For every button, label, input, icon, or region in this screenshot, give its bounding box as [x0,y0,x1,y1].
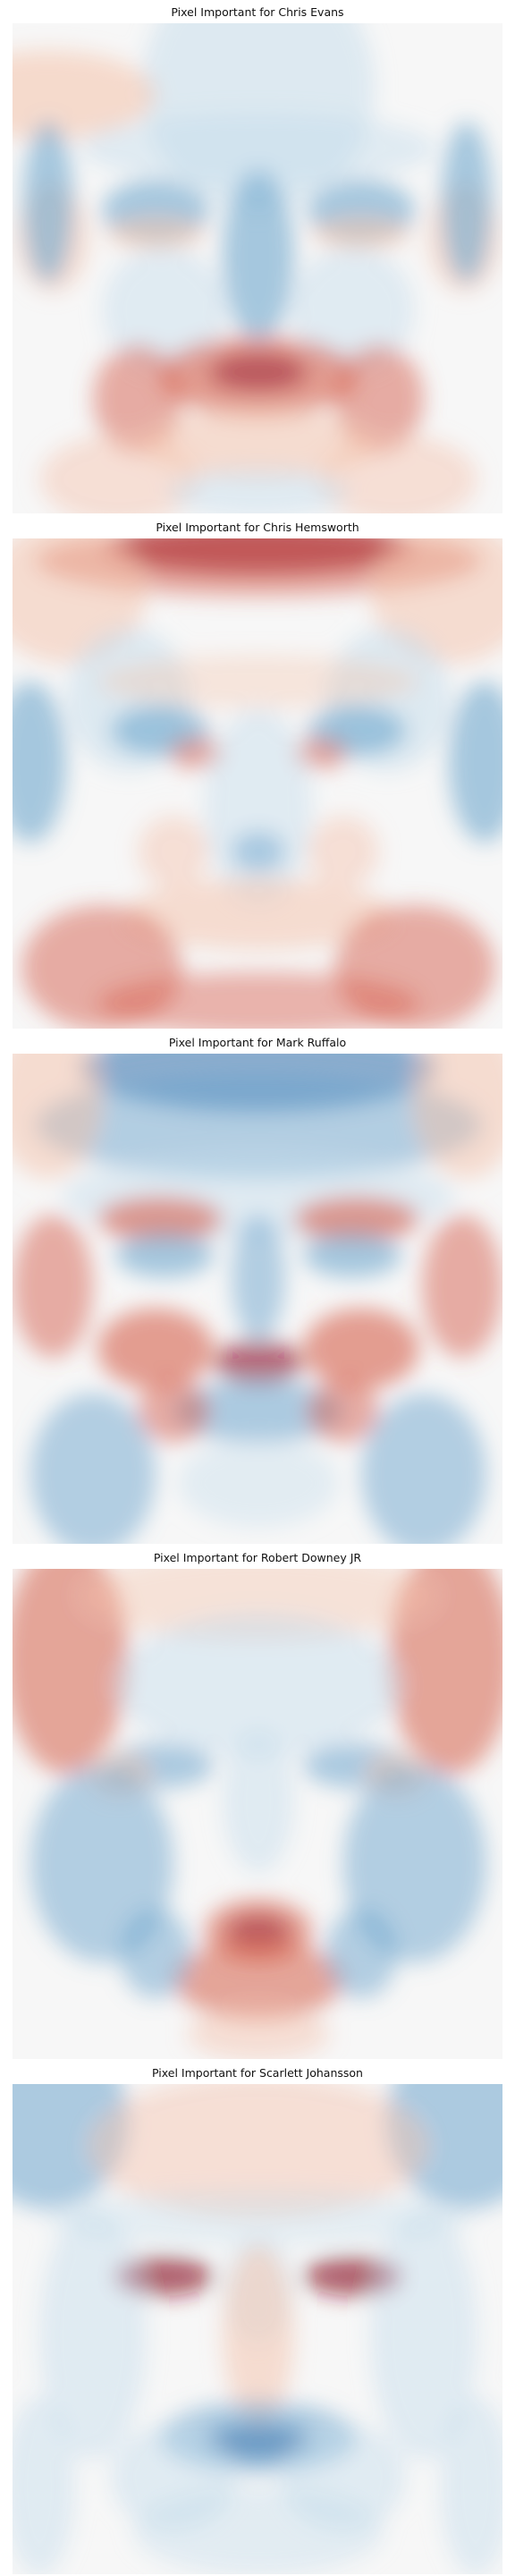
heat-region-negative [325,1909,397,1998]
heat-region-positive [422,1215,502,1358]
heat-region-positive [308,816,379,887]
heat-region-negative [23,122,73,283]
heat-region-positive [187,2007,330,2059]
heat-region-positive [106,217,205,250]
chart-title: Pixel Important for Chris Hemsworth [0,521,515,534]
heat-region-negative [178,1438,339,1528]
heatmap-scarlett-johansson [13,2084,502,2574]
heat-region-negative [442,122,492,283]
heat-region-positive [13,1215,93,1358]
chart-title: Pixel Important for Mark Ruffalo [0,1036,515,1049]
heat-region-positive [303,1309,419,1389]
heat-region-positive [308,1380,379,1443]
heatmap-mark-ruffalo [13,1054,502,1544]
heat-region-negative [223,1730,294,1873]
chart-panel-chris-hemsworth: Pixel Important for Chris Hemsworth [0,515,515,1030]
chart-panel-scarlett-johansson: Pixel Important for Scarlett Johansson [0,2061,515,2576]
heat-region-negative [232,1215,285,1340]
heat-region-positive [223,2245,294,2424]
heat-region-positive [138,816,209,887]
heat-region-positive [97,1309,214,1389]
chart-panel-mark-ruffalo: Pixel Important for Mark Ruffalo [0,1030,515,1546]
heat-region-negative [205,708,312,905]
heat-region-negative [232,832,285,871]
heat-region-negative [120,1909,191,1998]
chart-panel-chris-evans: Pixel Important for Chris Evans [0,0,515,515]
heat-region-positive [138,1380,209,1443]
heat-region-negative [223,171,294,341]
heat-region-positive [209,352,308,392]
heat-region-negative [303,1233,401,1277]
heat-region-positive [214,1340,303,1385]
heatmap-chris-hemsworth [13,538,502,1029]
chart-title: Pixel Important for Robert Downey JR [0,1551,515,1564]
heat-region-negative [133,2487,384,2574]
heat-region-negative [115,1233,214,1277]
chart-title: Pixel Important for Scarlett Johansson [0,2066,515,2080]
heat-region-positive [97,655,419,708]
chart-title: Pixel Important for Chris Evans [0,5,515,19]
heat-region-positive [312,217,410,250]
heatmap-robert-downey-jr [13,1569,502,2059]
heatmap-chris-evans [13,23,502,513]
chart-panel-robert-downey-jr: Pixel Important for Robert Downey JR [0,1546,515,2061]
